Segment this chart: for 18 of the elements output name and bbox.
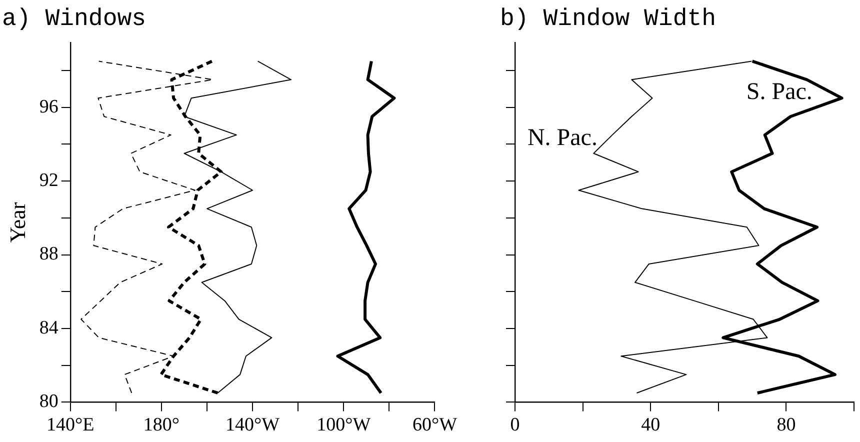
- x-tick-label: 0: [510, 414, 520, 436]
- y-axis-title: Year: [4, 202, 30, 243]
- y-tick-label: 84: [39, 317, 59, 338]
- y-tick-label: 80: [39, 391, 58, 412]
- y-tick-label: 92: [39, 170, 58, 192]
- y-tick-label: 88: [39, 244, 58, 265]
- x-tick-label: 40: [641, 414, 660, 436]
- x-tick-label: 140°E: [46, 414, 94, 436]
- series-label: S. Pac.: [746, 78, 812, 105]
- x-tick-label: 60°W: [412, 414, 458, 436]
- x-tick-label: 140°W: [226, 414, 280, 436]
- chart-title: b) Window Width: [500, 6, 716, 33]
- chart-title: a) Windows: [2, 6, 146, 33]
- x-tick-label: 100°W: [316, 414, 371, 436]
- x-tick-label: 80: [776, 414, 796, 436]
- x-tick-label: 180°: [143, 414, 180, 436]
- y-tick-label: 96: [39, 96, 58, 118]
- series-label: N. Pac.: [527, 124, 598, 151]
